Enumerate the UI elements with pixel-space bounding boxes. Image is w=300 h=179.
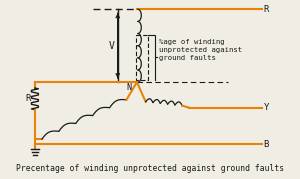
Text: Precentage of winding unprotected against ground faults: Precentage of winding unprotected agains… <box>16 164 284 173</box>
Text: R: R <box>263 5 269 14</box>
Text: V: V <box>109 41 115 51</box>
Text: N: N <box>127 83 132 92</box>
Text: B: B <box>263 140 269 149</box>
Text: R: R <box>25 94 31 103</box>
Text: %age of winding
unprotected against
ground faults: %age of winding unprotected against grou… <box>159 39 242 61</box>
Text: Y: Y <box>263 103 269 112</box>
